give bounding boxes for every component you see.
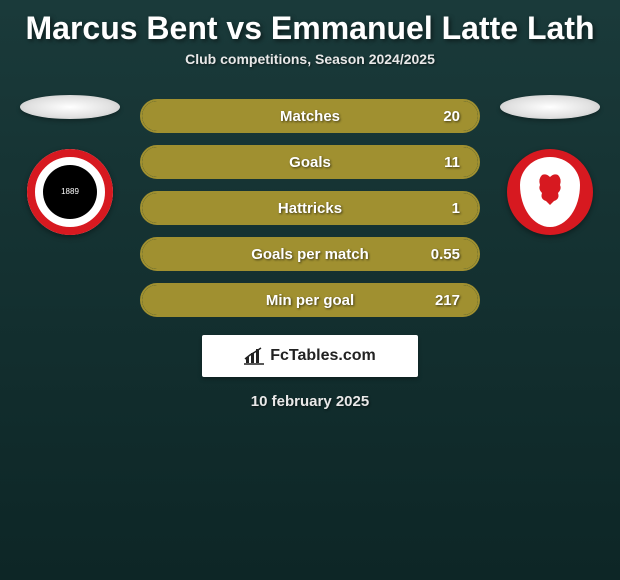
stat-right-value: 11 <box>400 154 460 171</box>
stat-label: Matches <box>220 108 400 125</box>
stat-row-hattricks: Hattricks 1 <box>140 191 480 225</box>
stat-label: Goals <box>220 154 400 171</box>
stat-right-value: 20 <box>400 108 460 125</box>
sheffield-crest-year: 1889 <box>61 188 79 196</box>
stat-label: Goals per match <box>220 246 400 263</box>
stat-row-matches: Matches 20 <box>140 99 480 133</box>
stat-row-goals-per-match: Goals per match 0.55 <box>140 237 480 271</box>
middlesbrough-crest <box>507 149 593 235</box>
stat-right-value: 1 <box>400 200 460 217</box>
player-ellipse-right <box>500 95 600 119</box>
brand-chart-icon <box>244 347 264 365</box>
boro-lion-icon <box>534 171 566 214</box>
player-ellipse-left <box>20 95 120 119</box>
sheffield-crest-center: 1889 <box>43 165 97 219</box>
sheffield-united-crest: 1889 <box>27 149 113 235</box>
stat-right-value: 0.55 <box>400 246 460 263</box>
page-title: Marcus Bent vs Emmanuel Latte Lath <box>0 0 620 51</box>
stat-label: Hattricks <box>220 200 400 217</box>
stat-row-min-per-goal: Min per goal 217 <box>140 283 480 317</box>
right-crest-column <box>500 95 600 235</box>
stat-right-value: 217 <box>400 292 460 309</box>
date-label: 10 february 2025 <box>0 393 620 410</box>
brand-box[interactable]: FcTables.com <box>202 335 418 377</box>
main-row: 1889 Matches 20 Goals 11 Hattricks 1 Goa… <box>0 95 620 317</box>
stats-column: Matches 20 Goals 11 Hattricks 1 Goals pe… <box>140 95 480 317</box>
stat-row-goals: Goals 11 <box>140 145 480 179</box>
boro-shield <box>520 157 580 227</box>
subtitle: Club competitions, Season 2024/2025 <box>0 51 620 67</box>
stat-label: Min per goal <box>220 292 400 309</box>
left-crest-column: 1889 <box>20 95 120 235</box>
brand-label: FcTables.com <box>270 347 376 365</box>
